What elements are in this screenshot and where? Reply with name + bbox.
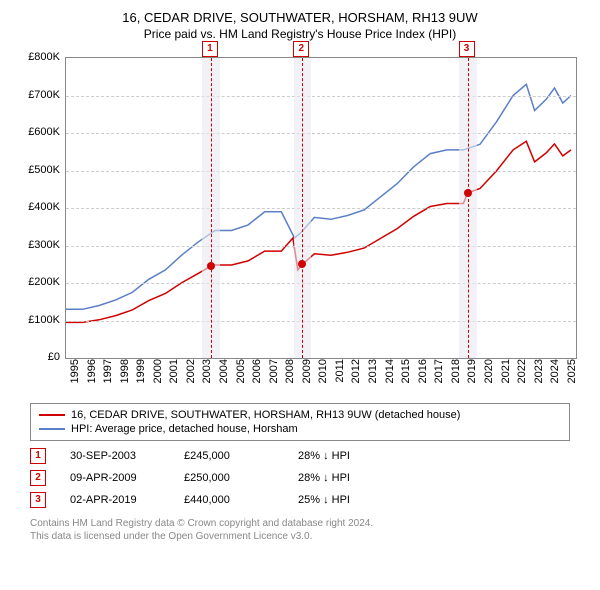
x-axis-label: 2000 bbox=[152, 359, 164, 389]
gridline bbox=[66, 171, 576, 172]
y-axis-label: £100K bbox=[28, 314, 60, 326]
chart-area: £0 £100K £200K £300K £400K £500K £600K £700K £80… bbox=[20, 47, 580, 397]
x-axis-label: 1998 bbox=[119, 359, 131, 389]
x-axis-label: 2013 bbox=[367, 359, 379, 389]
x-axis-label: 2023 bbox=[533, 359, 545, 389]
x-axis-label: 2003 bbox=[201, 359, 213, 389]
marker-line bbox=[468, 58, 469, 358]
marker-table: 1 30-SEP-2003 £245,000 28% ↓ HPI 2 09-APR-200… bbox=[30, 445, 570, 511]
marker-delta: 25% ↓ HPI bbox=[298, 494, 388, 506]
chart-container: 16, CEDAR DRIVE, SOUTHWATER, HORSHAM, RH… bbox=[0, 0, 600, 551]
x-axis-label: 2004 bbox=[218, 359, 230, 389]
x-axis-label: 2005 bbox=[235, 359, 247, 389]
marker-badge: 1 bbox=[30, 448, 46, 464]
gridline bbox=[66, 208, 576, 209]
marker-table-row: 1 30-SEP-2003 £245,000 28% ↓ HPI bbox=[30, 445, 570, 467]
series-line-price_paid bbox=[66, 141, 571, 322]
y-axis-label: £700K bbox=[28, 89, 60, 101]
marker-date: 30-SEP-2003 bbox=[70, 450, 160, 462]
gridline bbox=[66, 96, 576, 97]
x-axis-label: 1997 bbox=[102, 359, 114, 389]
marker-dot bbox=[464, 189, 472, 197]
x-axis-label: 2025 bbox=[566, 359, 578, 389]
x-axis-label: 2001 bbox=[168, 359, 180, 389]
chart-subtitle: Price paid vs. HM Land Registry's House … bbox=[8, 27, 592, 41]
gridline bbox=[66, 321, 576, 322]
y-axis-label: £0 bbox=[48, 351, 60, 363]
x-axis-label: 2014 bbox=[384, 359, 396, 389]
marker-price: £250,000 bbox=[184, 472, 274, 484]
marker-dot bbox=[207, 262, 215, 270]
y-axis-label: £200K bbox=[28, 276, 60, 288]
chart-title: 16, CEDAR DRIVE, SOUTHWATER, HORSHAM, RH… bbox=[8, 10, 592, 25]
x-axis-label: 2016 bbox=[417, 359, 429, 389]
x-axis-label: 2017 bbox=[433, 359, 445, 389]
x-axis-label: 2021 bbox=[500, 359, 512, 389]
y-axis-label: £800K bbox=[28, 51, 60, 63]
y-axis-label: £300K bbox=[28, 239, 60, 251]
x-axis-label: 1995 bbox=[69, 359, 81, 389]
x-axis-label: 2012 bbox=[350, 359, 362, 389]
marker-delta: 28% ↓ HPI bbox=[298, 472, 388, 484]
gridline bbox=[66, 246, 576, 247]
x-axis-label: 2020 bbox=[483, 359, 495, 389]
x-axis-label: 2022 bbox=[516, 359, 528, 389]
footnote-line-1: Contains HM Land Registry data © Crown c… bbox=[30, 517, 570, 530]
marker-table-row: 3 02-APR-2019 £440,000 25% ↓ HPI bbox=[30, 489, 570, 511]
marker-line bbox=[211, 58, 212, 358]
plot-region bbox=[65, 57, 577, 359]
x-axis-label: 2008 bbox=[284, 359, 296, 389]
x-axis-label: 2011 bbox=[334, 359, 346, 389]
gridline bbox=[66, 283, 576, 284]
gridline bbox=[66, 133, 576, 134]
x-axis-label: 2019 bbox=[466, 359, 478, 389]
x-axis-label: 2006 bbox=[251, 359, 263, 389]
marker-price: £245,000 bbox=[184, 450, 274, 462]
x-axis-label: 1996 bbox=[86, 359, 98, 389]
y-axis-label: £600K bbox=[28, 126, 60, 138]
x-axis-label: 1999 bbox=[135, 359, 147, 389]
marker-dot bbox=[298, 260, 306, 268]
marker-date: 09-APR-2009 bbox=[70, 472, 160, 484]
marker-badge: 1 bbox=[202, 41, 218, 57]
legend-swatch bbox=[39, 414, 65, 416]
marker-badge: 2 bbox=[30, 470, 46, 486]
x-axis-label: 2010 bbox=[317, 359, 329, 389]
legend-label: 16, CEDAR DRIVE, SOUTHWATER, HORSHAM, RH… bbox=[71, 409, 460, 421]
marker-date: 02-APR-2019 bbox=[70, 494, 160, 506]
marker-table-row: 2 09-APR-2009 £250,000 28% ↓ HPI bbox=[30, 467, 570, 489]
x-axis-label: 2007 bbox=[268, 359, 280, 389]
marker-delta: 28% ↓ HPI bbox=[298, 450, 388, 462]
legend-label: HPI: Average price, detached house, Hors… bbox=[71, 423, 298, 435]
series-line-hpi bbox=[66, 84, 571, 309]
marker-badge: 3 bbox=[30, 492, 46, 508]
y-axis-label: £500K bbox=[28, 164, 60, 176]
x-axis-label: 2024 bbox=[549, 359, 561, 389]
marker-line bbox=[302, 58, 303, 358]
marker-badge: 3 bbox=[459, 41, 475, 57]
x-axis-label: 2018 bbox=[450, 359, 462, 389]
legend-swatch bbox=[39, 428, 65, 430]
legend-row: HPI: Average price, detached house, Hors… bbox=[39, 422, 561, 436]
x-axis-label: 2015 bbox=[400, 359, 412, 389]
x-axis-label: 2009 bbox=[301, 359, 313, 389]
legend: 16, CEDAR DRIVE, SOUTHWATER, HORSHAM, RH… bbox=[30, 403, 570, 441]
marker-price: £440,000 bbox=[184, 494, 274, 506]
marker-badge: 2 bbox=[293, 41, 309, 57]
legend-row: 16, CEDAR DRIVE, SOUTHWATER, HORSHAM, RH… bbox=[39, 408, 561, 422]
footnote: Contains HM Land Registry data © Crown c… bbox=[30, 517, 570, 543]
footnote-line-2: This data is licensed under the Open Gov… bbox=[30, 530, 570, 543]
y-axis-label: £400K bbox=[28, 201, 60, 213]
x-axis-label: 2002 bbox=[185, 359, 197, 389]
